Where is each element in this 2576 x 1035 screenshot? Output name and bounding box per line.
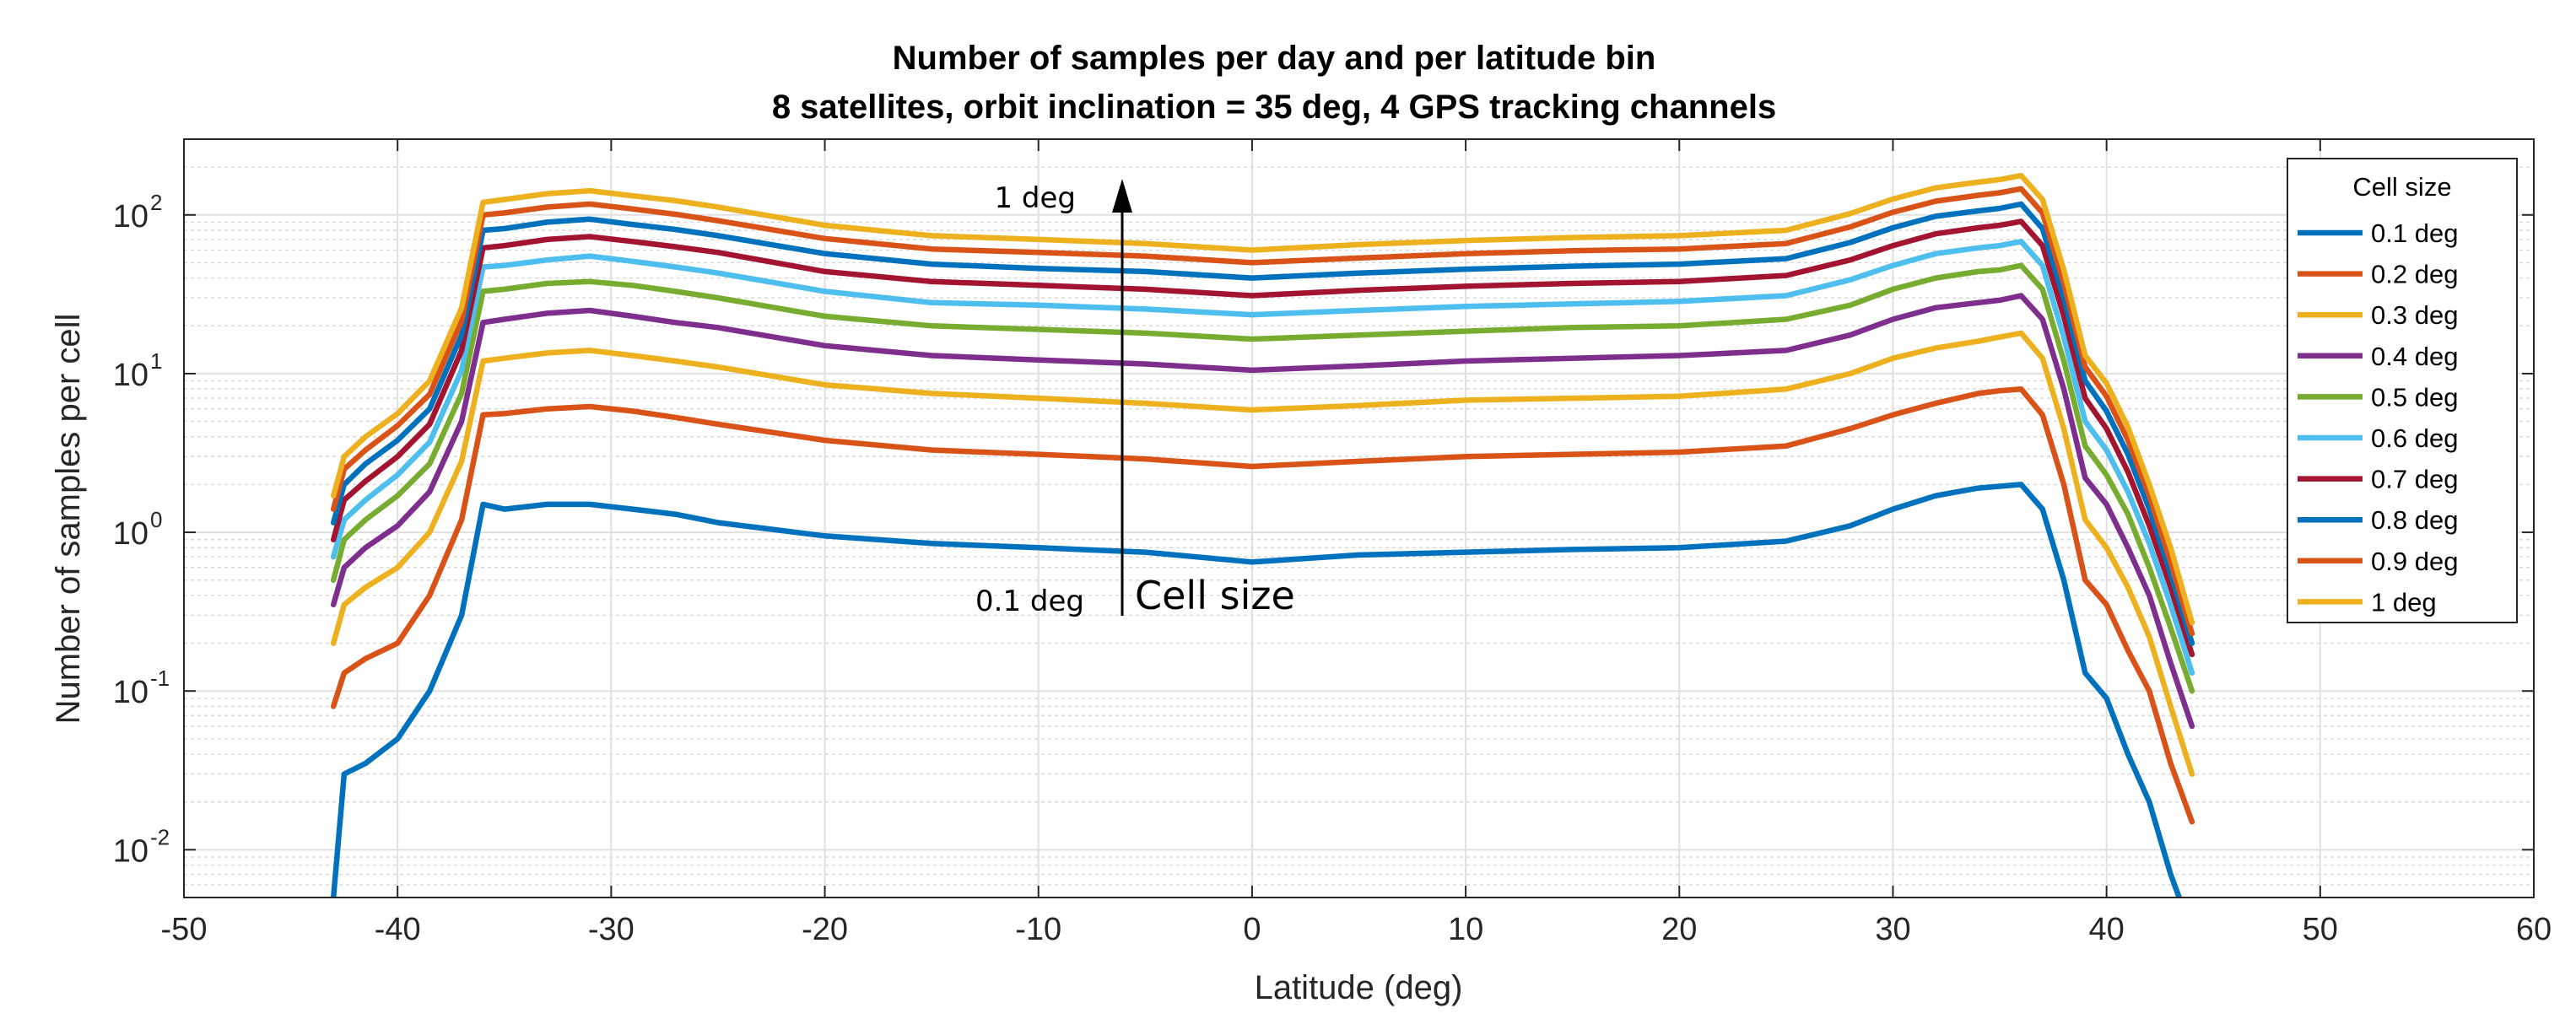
series-line-6 bbox=[330, 239, 2195, 677]
annotation-cell-size: Cell size bbox=[1135, 573, 1295, 618]
legend-label: 0.1 deg bbox=[2371, 218, 2458, 248]
x-tick-label: 30 bbox=[1875, 912, 1910, 947]
y-tick-label: 10 bbox=[113, 358, 149, 393]
annotation-0-1-deg: 0.1 deg bbox=[975, 585, 1084, 618]
y-tick-exponent: 1 bbox=[150, 348, 162, 374]
x-tick-label: 40 bbox=[2088, 912, 2124, 947]
legend-label: 0.3 deg bbox=[2371, 300, 2458, 330]
legend-label: 0.4 deg bbox=[2371, 342, 2458, 371]
series-line-4 bbox=[330, 293, 2195, 730]
x-tick-label: -50 bbox=[161, 912, 208, 947]
plot-area bbox=[184, 139, 2534, 898]
legend-box bbox=[2287, 158, 2518, 623]
y-tick-exponent: 0 bbox=[150, 507, 162, 532]
y-tick-label: 10 bbox=[113, 516, 149, 552]
legend-items: 0.1 deg 0.2 deg 0.3 deg 0.4 deg 0.5 deg 0.6 d… bbox=[2298, 218, 2458, 617]
series-line-1 bbox=[330, 482, 2183, 898]
cell-size-annotation: 1 deg 0.1 deg Cell size bbox=[975, 179, 1295, 618]
y-tick-label: 10 bbox=[113, 833, 149, 869]
chart-title: Number of samples per day and per latitu… bbox=[893, 40, 1656, 77]
legend-label: 0.6 deg bbox=[2371, 423, 2458, 453]
series-line-2 bbox=[330, 385, 2195, 825]
legend-label: 0.8 deg bbox=[2371, 505, 2458, 535]
y-tick-label: 10 bbox=[113, 675, 149, 710]
y-tick-exponent: -1 bbox=[150, 666, 170, 691]
series-line-8 bbox=[330, 201, 2195, 646]
x-tick-label: 10 bbox=[1448, 912, 1483, 947]
x-tick-label: 50 bbox=[2303, 912, 2338, 947]
x-tick-label: -10 bbox=[1015, 912, 1061, 947]
series-line-7 bbox=[330, 218, 2195, 658]
legend-label: 0.5 deg bbox=[2371, 382, 2458, 412]
legend-label: 0.7 deg bbox=[2371, 465, 2458, 494]
series-layer bbox=[330, 172, 2195, 898]
x-tick-label: 0 bbox=[1243, 912, 1261, 947]
chart-subtitle: 8 satellites, orbit inclination = 35 deg… bbox=[772, 89, 1776, 126]
y-tick-label: 10 bbox=[113, 199, 149, 234]
major-grid bbox=[184, 139, 2534, 898]
x-axis-label: Latitude (deg) bbox=[1255, 969, 1463, 1006]
legend-label: 0.2 deg bbox=[2371, 260, 2458, 289]
legend-label: 0.9 deg bbox=[2371, 547, 2458, 576]
legend-title: Cell size bbox=[2352, 172, 2451, 202]
legend-label: 1 deg bbox=[2371, 587, 2437, 617]
series-line-10 bbox=[330, 172, 2195, 626]
y-tick-exponent: -2 bbox=[150, 824, 170, 849]
y-tick-exponent: 2 bbox=[150, 190, 162, 215]
x-axis-ticks: -50 -40 -30 -20 -10 0 10 20 30 40 50 60 bbox=[161, 139, 2552, 947]
x-tick-label: 60 bbox=[2516, 912, 2552, 947]
annotation-1-deg: 1 deg bbox=[994, 181, 1076, 215]
x-tick-label: -20 bbox=[802, 912, 848, 947]
series-line-3 bbox=[330, 330, 2195, 777]
y-axis-label: Number of samples per cell bbox=[50, 314, 87, 725]
x-tick-label: -30 bbox=[588, 912, 635, 947]
cell-size-arrow-head bbox=[1112, 179, 1132, 213]
plot-frame bbox=[183, 138, 2535, 898]
x-tick-label: -40 bbox=[375, 912, 421, 947]
x-tick-label: 20 bbox=[1661, 912, 1697, 947]
series-line-5 bbox=[330, 262, 2195, 694]
